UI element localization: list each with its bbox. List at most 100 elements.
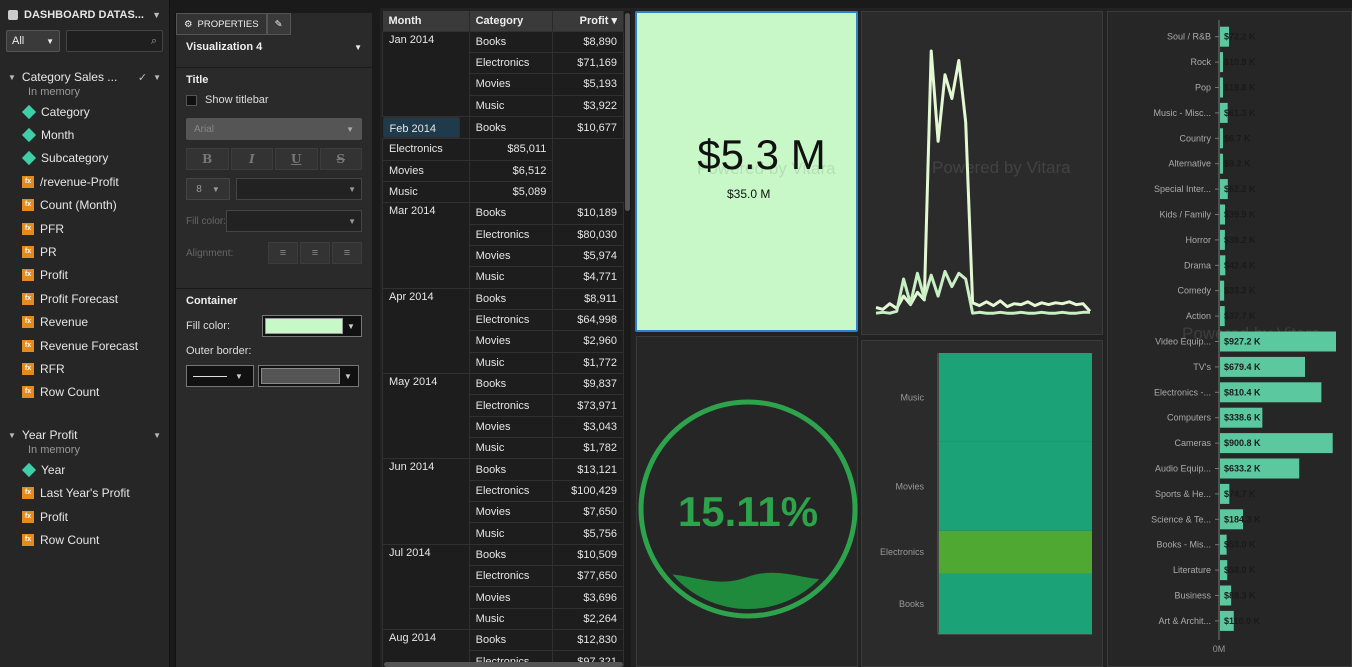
grid-header-category[interactable]: Category	[469, 11, 554, 31]
grid-cell-profit[interactable]: $85,011	[468, 138, 554, 161]
table-row[interactable]: Electronics $71,169	[383, 51, 624, 75]
gauge-panel[interactable]	[636, 336, 858, 667]
table-row[interactable]: Music $3,922	[383, 94, 624, 117]
line-chart-panel[interactable]: Powered by Vitara	[861, 11, 1103, 335]
table-row[interactable]: Apr 2014 Books $8,911	[382, 287, 624, 375]
dataset-field[interactable]: fx Revenue	[0, 311, 169, 334]
grid-cell-profit[interactable]: $3,696	[552, 586, 624, 609]
bar[interactable]	[1220, 331, 1336, 352]
dataset-field[interactable]: Subcategory	[0, 147, 169, 170]
table-row[interactable]: Electronics $85,011	[382, 138, 624, 161]
dataset-field[interactable]: Year	[0, 458, 169, 481]
grid-cell-month[interactable]: May 2014	[382, 372, 470, 460]
show-titlebar-checkbox[interactable]	[186, 94, 197, 106]
bold-button[interactable]: B	[186, 148, 229, 170]
grid-cell-profit[interactable]: $5,756	[552, 522, 624, 545]
container-fill-color-select[interactable]: ▼	[262, 315, 362, 337]
grid-cell-category[interactable]: Movies	[468, 330, 554, 353]
table-row[interactable]: Electronics $100,429	[383, 479, 624, 503]
dataset-search-input[interactable]: ⌕	[66, 30, 163, 52]
table-row[interactable]: Movies $6,512	[382, 159, 624, 182]
grid-cell-category[interactable]: Music	[468, 351, 554, 375]
grid-cell-profit[interactable]: $10,509	[552, 543, 624, 567]
dataset-field[interactable]: fx RFR	[0, 357, 169, 380]
grid-cell-category[interactable]: Movies	[468, 586, 554, 609]
profit-grid[interactable]: Month Category Profit ▾ Jan 2014 Books $8,…	[382, 11, 631, 667]
bar[interactable]	[1220, 280, 1225, 301]
table-row[interactable]: Electronics $77,650	[383, 565, 624, 588]
table-row[interactable]: Music $4,771	[383, 266, 624, 289]
table-row[interactable]: Music $5,756	[383, 522, 624, 545]
title-fill-color-select[interactable]: ▼	[226, 210, 362, 232]
grid-cell-profit[interactable]: $71,169	[552, 51, 624, 75]
dataset-field[interactable]: fx Profit	[0, 264, 169, 287]
grid-cell-category[interactable]: Music	[468, 522, 554, 545]
dataset-field[interactable]: fx Count (Month)	[0, 194, 169, 217]
dataset-field[interactable]: Month	[0, 123, 169, 146]
grid-cell-profit[interactable]: $3,922	[552, 94, 624, 117]
dataset-field[interactable]: fx Profit Forecast	[0, 287, 169, 310]
grid-cell-category[interactable]: Movies	[468, 73, 554, 96]
table-row[interactable]: Electronics $64,998	[383, 308, 624, 332]
bar[interactable]	[1220, 458, 1300, 479]
visualization-select[interactable]: Visualization 4 ▼	[176, 35, 372, 59]
grid-cell-category[interactable]: Music	[468, 94, 554, 117]
grid-cell-profit[interactable]: $9,837	[552, 372, 624, 396]
grid-cell-category[interactable]: Movies	[382, 159, 470, 182]
grid-cell-profit[interactable]: $2,264	[552, 607, 624, 631]
table-row[interactable]: Jun 2014 Books $13,121	[382, 458, 624, 545]
stacked-bar-segment[interactable]	[939, 573, 1092, 634]
grid-cell-category[interactable]: Electronics	[468, 223, 554, 246]
grid-cell-month[interactable]: Jan 2014	[382, 30, 470, 117]
align-center-button[interactable]: ≡	[300, 242, 330, 264]
grid-cell-profit[interactable]: $77,650	[552, 565, 624, 588]
dataset-field[interactable]: Category	[0, 100, 169, 123]
grid-cell-profit[interactable]: $100,429	[552, 479, 624, 503]
bar[interactable]	[1220, 204, 1225, 225]
align-right-button[interactable]: ≡	[332, 242, 362, 264]
grid-cell-profit[interactable]: $10,189	[552, 202, 624, 225]
expand-triangle-icon[interactable]: ▼	[8, 72, 16, 82]
bar[interactable]	[1220, 52, 1223, 73]
grid-cell-category[interactable]: Books	[468, 372, 554, 396]
grid-cell-profit[interactable]: $13,121	[552, 458, 624, 481]
dataset-group-header[interactable]: ▼ Year Profit ▼	[0, 424, 169, 446]
kpi-visualization[interactable]: Powered by Vitara $5.3 M $35.0 M	[635, 11, 858, 332]
grid-cell-category[interactable]: Music	[468, 266, 554, 289]
grid-cell-category[interactable]: Movies	[468, 501, 554, 524]
bar[interactable]	[1220, 128, 1223, 149]
grid-cell-profit[interactable]: $4,771	[552, 266, 624, 289]
grid-cell-month[interactable]: Jun 2014	[382, 458, 470, 545]
grid-vertical-scrollbar[interactable]	[624, 11, 631, 667]
sort-desc-icon[interactable]: ▾	[611, 15, 617, 28]
grid-header-profit[interactable]: Profit ▾	[552, 11, 624, 31]
table-row[interactable]: Movies $5,974	[383, 244, 624, 268]
font-family-select[interactable]: Arial ▼	[186, 118, 362, 140]
grid-cell-profit[interactable]: $5,193	[552, 73, 624, 96]
border-color-select[interactable]: ▼	[258, 365, 359, 387]
grid-cell-category[interactable]: Electronics	[468, 394, 554, 417]
grid-cell-profit[interactable]: $80,030	[552, 223, 624, 246]
bar[interactable]	[1220, 433, 1333, 454]
align-left-button[interactable]: ≡	[268, 242, 298, 264]
dataset-field[interactable]: fx Last Year's Profit	[0, 481, 169, 504]
grid-horizontal-scrollbar[interactable]	[384, 662, 623, 667]
grid-cell-profit[interactable]: $10,677	[552, 115, 624, 140]
line-series[interactable]	[875, 49, 1092, 313]
table-row[interactable]: Movies $3,696	[383, 586, 624, 609]
border-style-select[interactable]: ▼	[186, 365, 254, 387]
dataset-field[interactable]: fx/revenue-Profit	[0, 170, 169, 193]
grid-cell-profit[interactable]: $8,911	[552, 287, 624, 310]
bar[interactable]	[1220, 534, 1227, 555]
dataset-field[interactable]: fx Row Count	[0, 381, 169, 404]
datasets-header[interactable]: DASHBOARD DATAS... ▼	[0, 0, 169, 30]
tab-properties[interactable]: ⚙ PROPERTIES	[176, 13, 267, 35]
chevron-down-icon[interactable]: ▼	[152, 10, 161, 20]
table-row[interactable]: Mar 2014 Books $10,189	[382, 202, 624, 289]
horizontal-bar-panel[interactable]: Powered by Vitara Soul / R&B$72.2 KRock$…	[1107, 11, 1352, 667]
table-row[interactable]: Feb 2014 Books $10,677	[382, 115, 624, 140]
dataset-field[interactable]: fx PFR	[0, 217, 169, 240]
bar[interactable]	[1220, 407, 1263, 428]
grid-cell-category[interactable]: Books	[468, 543, 554, 567]
grid-cell-month[interactable]: Aug 2014	[382, 629, 470, 667]
